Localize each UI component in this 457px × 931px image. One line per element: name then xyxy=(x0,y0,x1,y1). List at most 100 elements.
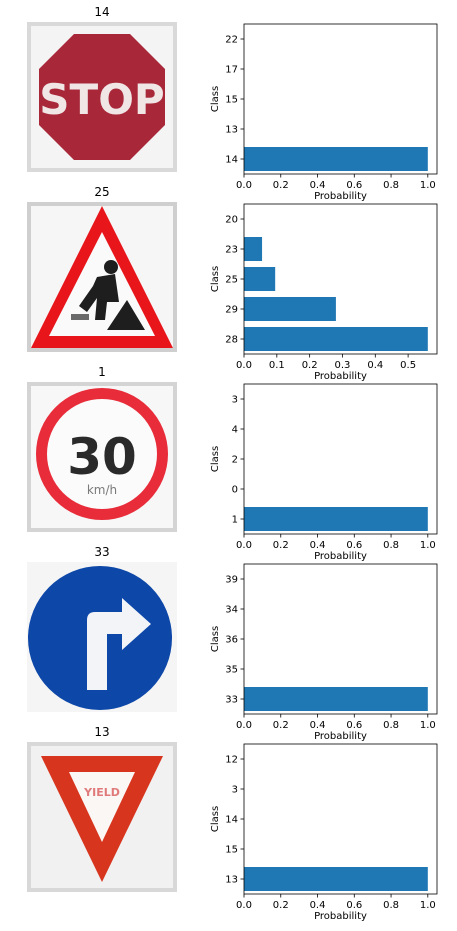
probability-bar-chart: 28 29 25 23 20 0.0 0.1 0.2 0.3 0.4 0.5 Probability C… xyxy=(210,203,438,382)
probability-bar-chart: 13 15 14 3 12 0.0 0.2 0.4 0.6 0.8 1.0 Probability Cl… xyxy=(210,743,438,922)
x-tick-label: 0.8 xyxy=(383,180,399,191)
prediction-row-4: 33 33 35 36 34 39 0.0 0.2 0.4 0.6 0.8 1.0 Probabili… xyxy=(0,540,457,742)
yield-sign-text: YIELD xyxy=(83,786,120,799)
x-axis-label: Probability xyxy=(314,731,367,742)
y-tick-label: 25 xyxy=(225,275,238,286)
stop-sign-image: STOP xyxy=(27,22,177,172)
x-tick-label: 0.2 xyxy=(302,360,318,371)
y-tick-label: 1 xyxy=(232,515,238,526)
y-tick-label: 14 xyxy=(225,815,238,826)
x-axis-label: Probability xyxy=(314,371,367,382)
x-tick-label: 0.6 xyxy=(346,720,362,731)
stop-sign-text: STOP xyxy=(39,75,164,124)
bar-class-28 xyxy=(244,327,428,351)
sign-title: 14 xyxy=(94,5,110,19)
x-tick-label: 0.2 xyxy=(273,900,289,911)
y-tick-label: 15 xyxy=(225,95,238,106)
x-axis-label: Probability xyxy=(314,911,367,922)
bar-class-14 xyxy=(244,147,428,171)
y-tick-label: 28 xyxy=(225,335,238,346)
y-tick-label: 29 xyxy=(225,305,238,316)
y-tick-label: 39 xyxy=(225,575,238,586)
prediction-row-5: 13 YIELD 13 15 14 3 12 0.0 0.2 0.4 0.6 0.8 1.0 Prob… xyxy=(0,720,457,922)
y-tick-label: 3 xyxy=(232,785,238,796)
bar-class-13 xyxy=(244,867,428,891)
plot-frame xyxy=(243,743,438,895)
turn-right-ahead-sign-image xyxy=(27,562,177,712)
bar-class-29 xyxy=(244,297,336,321)
x-tick-label: 0.8 xyxy=(383,720,399,731)
x-tick-label: 0.4 xyxy=(310,900,326,911)
x-axis-label: Probability xyxy=(314,191,367,202)
bar-class-1 xyxy=(244,507,428,531)
bar-class-23 xyxy=(244,237,263,261)
y-axis-label: Class xyxy=(210,806,221,832)
x-tick-label: 0.0 xyxy=(236,720,252,731)
x-tick-label: 0.6 xyxy=(346,900,362,911)
x-tick-label: 0.3 xyxy=(335,360,351,371)
y-tick-label: 13 xyxy=(225,125,238,136)
x-tick-label: 0.0 xyxy=(236,180,252,191)
plot-frame xyxy=(243,203,438,355)
y-tick-label: 33 xyxy=(225,695,238,706)
y-tick-label: 17 xyxy=(225,65,238,76)
x-tick-label: 0.6 xyxy=(346,180,362,191)
probability-bar-chart: 33 35 36 34 39 0.0 0.2 0.4 0.6 0.8 1.0 Probability C… xyxy=(210,563,438,742)
x-tick-label: 0.6 xyxy=(346,540,362,551)
probability-bar-chart: 1 0 2 4 3 0.0 0.2 0.4 0.6 0.8 1.0 Probability Class xyxy=(210,383,438,562)
speed-limit-30-sign-image: 30 km/h xyxy=(27,382,177,532)
x-tick-label: 1.0 xyxy=(420,540,436,551)
x-tick-label: 0.4 xyxy=(310,180,326,191)
prediction-row-2: 25 28 29 25 23 20 0.0 0.1 0.2 0.3 0.4 0.5 Probabili… xyxy=(0,180,457,382)
y-tick-label: 15 xyxy=(225,845,238,856)
y-tick-label: 23 xyxy=(225,245,238,256)
prediction-row-1: 14 STOP 14 13 15 17 22 0.0 0.2 0.4 0.6 0.8 1.0 Prob… xyxy=(0,0,457,202)
bar-class-25 xyxy=(244,267,276,291)
y-tick-label: 34 xyxy=(225,605,238,616)
prediction-row-3: 1 30 km/h 1 0 2 4 3 0.0 0.2 0.4 0.6 0.8 1.0 Probabi… xyxy=(0,360,457,562)
x-tick-label: 0.8 xyxy=(383,900,399,911)
x-tick-label: 0.8 xyxy=(383,540,399,551)
y-tick-label: 0 xyxy=(232,485,238,496)
road-work-sign-image xyxy=(27,202,177,352)
yield-sign-image: YIELD xyxy=(27,742,177,892)
plot-frame xyxy=(243,23,438,175)
sign-title: 25 xyxy=(94,185,110,199)
y-axis-label: Class xyxy=(210,266,221,292)
x-tick-label: 1.0 xyxy=(420,180,436,191)
y-tick-label: 22 xyxy=(225,35,238,46)
x-tick-label: 0.0 xyxy=(236,360,252,371)
bar-class-33 xyxy=(244,687,428,711)
sign-title: 13 xyxy=(94,725,110,739)
y-axis-label: Class xyxy=(210,446,221,472)
x-tick-label: 0.0 xyxy=(236,900,252,911)
speed-unit-text: km/h xyxy=(87,483,117,497)
x-tick-label: 0.4 xyxy=(367,360,383,371)
y-tick-label: 13 xyxy=(225,875,238,886)
sign-title: 1 xyxy=(98,365,106,379)
x-tick-label: 0.1 xyxy=(269,360,285,371)
x-tick-label: 0.4 xyxy=(310,540,326,551)
y-tick-label: 14 xyxy=(225,155,238,166)
x-tick-label: 0.0 xyxy=(236,540,252,551)
x-tick-label: 0.2 xyxy=(273,720,289,731)
y-axis-label: Class xyxy=(210,626,221,652)
x-tick-label: 0.2 xyxy=(273,540,289,551)
plot-frame xyxy=(243,563,438,715)
x-tick-label: 0.5 xyxy=(400,360,416,371)
speed-limit-text: 30 xyxy=(67,428,137,486)
probability-bar-chart: 14 13 15 17 22 0.0 0.2 0.4 0.6 0.8 1.0 Probability C… xyxy=(210,23,438,202)
sign-title: 33 xyxy=(94,545,110,559)
y-tick-label: 4 xyxy=(232,425,238,436)
plot-frame xyxy=(243,383,438,535)
y-axis-label: Class xyxy=(210,86,221,112)
x-tick-label: 0.4 xyxy=(310,720,326,731)
y-tick-label: 35 xyxy=(225,665,238,676)
y-tick-label: 2 xyxy=(232,455,238,466)
y-tick-label: 12 xyxy=(225,755,238,766)
x-tick-label: 0.2 xyxy=(273,180,289,191)
x-axis-label: Probability xyxy=(314,551,367,562)
y-tick-label: 36 xyxy=(225,635,238,646)
y-tick-label: 20 xyxy=(225,215,238,226)
x-tick-label: 1.0 xyxy=(420,720,436,731)
